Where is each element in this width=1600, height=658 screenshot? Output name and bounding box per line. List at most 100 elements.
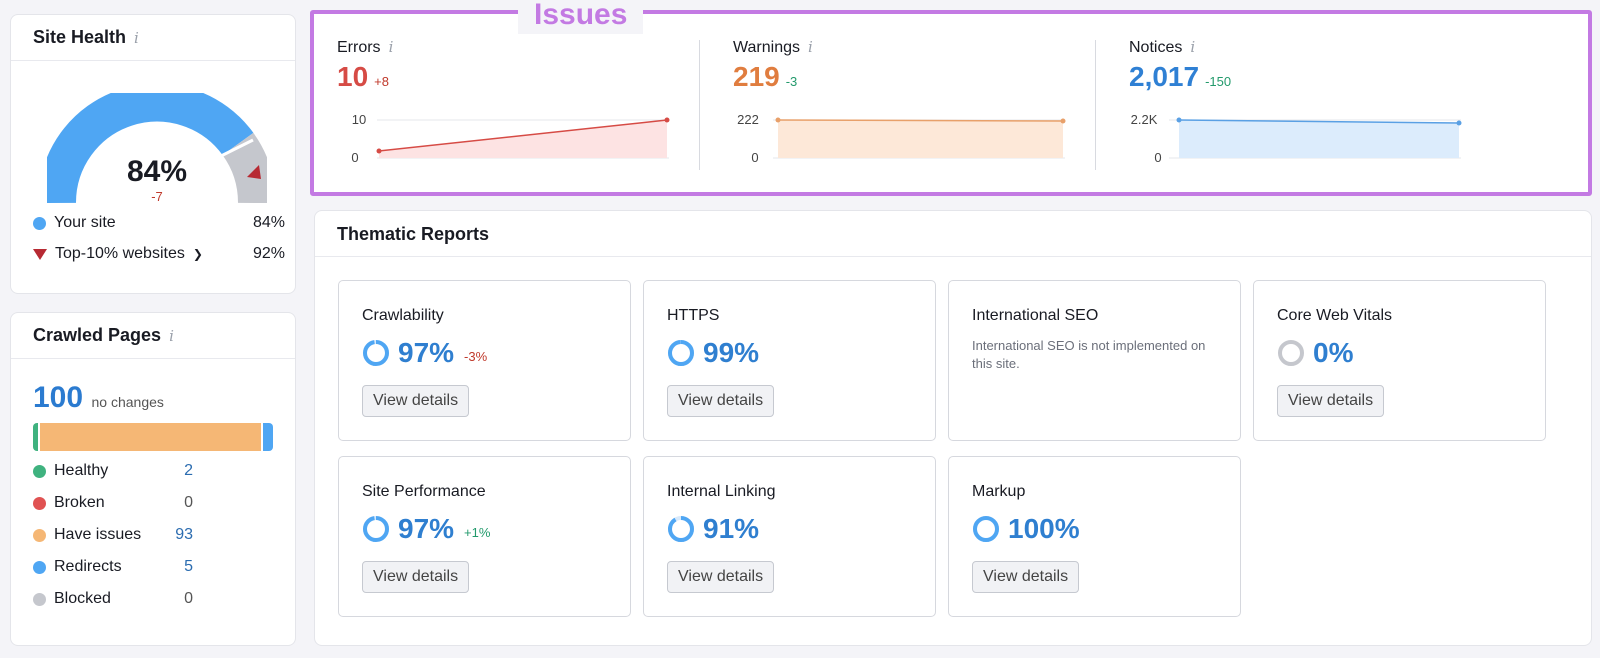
notices-sparkline: 2.2K 0 [1131, 112, 1462, 165]
legend-value: 84% [252, 214, 285, 231]
crawled-total-note: no changes [91, 394, 164, 410]
site-health-delta: -7 [151, 189, 163, 204]
score-ring-icon [668, 340, 694, 366]
y-max-label: 222 [737, 112, 759, 127]
crawled-row-have-issues[interactable]: Have issues 93 [33, 523, 193, 547]
issue-label: Errors [337, 39, 381, 56]
issue-value[interactable]: 2,017 [1129, 61, 1200, 92]
view-details-button[interactable]: View details [362, 561, 470, 593]
divider [699, 40, 700, 170]
report-score: 99% [667, 337, 759, 369]
thematic-reports-header: Thematic Reports [315, 211, 1591, 257]
issue-delta: -3 [785, 74, 798, 89]
crawled-row-healthy[interactable]: Healthy 2 [33, 459, 193, 483]
issue-value[interactable]: 10 [337, 61, 369, 92]
bar-segment-healthy[interactable] [33, 423, 38, 451]
view-details-button[interactable]: View details [362, 385, 470, 417]
score-ring-icon [363, 516, 389, 542]
site-health-value: 84% [126, 155, 188, 188]
crawled-row-value[interactable]: 2 [184, 462, 193, 479]
site-health-gauge: 84% -7 [37, 83, 277, 213]
issue-delta: -150 [1205, 74, 1232, 89]
crawled-stacked-bar[interactable] [33, 423, 273, 451]
redirects-dot-icon [33, 560, 46, 574]
report-score: 91% [667, 513, 759, 545]
ring-track [1278, 340, 1304, 366]
report-score: 100% [972, 513, 1080, 545]
gauge-your-site-arc [37, 83, 254, 204]
issue-label: Warnings [733, 39, 800, 56]
ring-fill [363, 516, 389, 542]
crawled-row-value[interactable]: 93 [175, 526, 193, 543]
info-icon[interactable]: i [134, 29, 139, 47]
your-site-dot-icon [33, 216, 46, 230]
info-icon[interactable]: i [388, 38, 394, 56]
report-delta: +1% [464, 524, 491, 540]
report-score: 97% -3% [362, 337, 487, 369]
report-delta: -3% [464, 348, 488, 364]
crawled-total[interactable]: 100 no changes [33, 381, 164, 415]
y-min-label: 0 [751, 150, 758, 165]
crawled-row-redirects[interactable]: Redirects 5 [33, 555, 193, 579]
issue-notices[interactable]: Notices i 2,017 -150 2.2K 0 [1129, 38, 1509, 178]
thematic-reports-title: Thematic Reports [337, 224, 490, 244]
info-icon[interactable]: i [169, 327, 174, 345]
view-details-button[interactable]: View details [667, 385, 775, 417]
legend-top-10[interactable]: Top-10% websites ❯ 92% [33, 242, 285, 266]
report-site-performance: Site Performance 97% +1% View details [338, 456, 631, 617]
site-health-title: Site Health [33, 27, 127, 47]
y-max-label: 10 [352, 112, 366, 127]
broken-dot-icon [33, 496, 46, 510]
report-description: International SEO is not implemented on … [972, 338, 1206, 371]
report-core-web-vitals: Core Web Vitals 0% View details [1253, 280, 1546, 441]
report-name: Internal Linking [667, 483, 776, 500]
crawled-row-value[interactable]: 5 [184, 558, 193, 575]
crawled-pages-title: Crawled Pages [33, 325, 162, 345]
divider [1095, 40, 1096, 170]
crawled-row-value: 0 [184, 590, 193, 607]
report-crawlability: Crawlability 97% -3% View details [338, 280, 631, 441]
issue-warnings[interactable]: Warnings i 219 -3 222 0 [733, 38, 1113, 178]
bar-segment-redirects[interactable] [260, 423, 273, 451]
blocked-dot-icon [33, 592, 46, 606]
thematic-reports-card: Thematic Reports Crawlability 97% -3% Vi… [314, 210, 1592, 646]
info-icon[interactable]: i [807, 38, 813, 56]
crawled-row-value: 0 [184, 494, 193, 511]
top-10-triangle-icon [33, 248, 47, 260]
warnings-sparkline: 222 0 [737, 112, 1066, 165]
errors-sparkline: 10 0 [351, 112, 670, 165]
view-details-button[interactable]: View details [972, 561, 1080, 593]
report-value: 91% [703, 513, 760, 544]
bar-segment-have-issues[interactable] [37, 423, 261, 451]
report-name: Core Web Vitals [1277, 307, 1393, 324]
y-min-label: 0 [1154, 150, 1161, 165]
report-name: Markup [972, 483, 1026, 500]
score-ring-icon [363, 340, 389, 366]
legend-your-site: Your site 84% [33, 211, 285, 235]
chevron-down-icon[interactable]: ❯ [192, 247, 203, 261]
report-international-seo: International SEO International SEO is n… [948, 280, 1241, 441]
score-ring-icon [668, 516, 694, 542]
issues-panel: Errors i 10 +8 10 0 Warnings i 219 -3 222 0 [310, 10, 1592, 196]
ring-fill [363, 340, 389, 366]
info-icon[interactable]: i [1190, 38, 1196, 56]
issue-value[interactable]: 219 [733, 61, 780, 92]
view-details-button[interactable]: View details [667, 561, 775, 593]
y-min-label: 0 [351, 150, 358, 165]
site-health-header: Site Health i [11, 15, 295, 61]
crawled-row-label: Broken [54, 494, 105, 511]
crawled-row-label: Healthy [54, 462, 109, 479]
crawled-pages-card: Crawled Pages i 100 no changes Healthy 2 … [10, 312, 296, 646]
crawled-row-label: Blocked [54, 590, 111, 607]
report-value: 99% [703, 337, 760, 368]
crawled-total-value[interactable]: 100 [33, 381, 84, 414]
y-max-label: 2.2K [1131, 112, 1158, 127]
crawled-row-label: Redirects [54, 558, 122, 575]
issue-label: Notices [1129, 39, 1183, 56]
report-name: International SEO [972, 307, 1099, 324]
issue-errors[interactable]: Errors i 10 +8 10 0 [337, 38, 717, 178]
crawled-row-broken: Broken 0 [33, 491, 193, 515]
view-details-button[interactable]: View details [1277, 385, 1385, 417]
report-value: 97% [398, 513, 455, 544]
score-ring-icon [973, 516, 999, 542]
